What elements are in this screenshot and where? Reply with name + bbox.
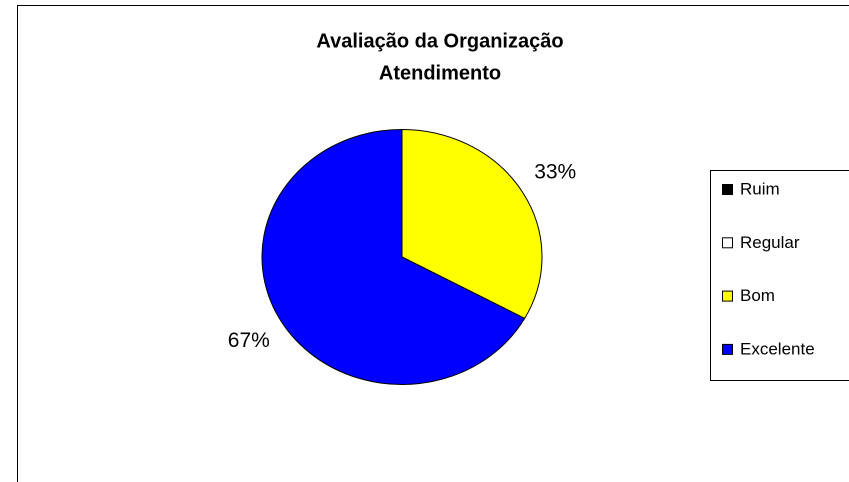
- data-label: 67%: [228, 329, 270, 352]
- chart-subtitle: Atendimento: [379, 62, 501, 84]
- data-label: 33%: [534, 160, 576, 183]
- legend-box: [710, 170, 849, 381]
- pie-slice: [261, 128, 526, 385]
- legend-swatch: [722, 290, 733, 302]
- pie-slice: [401, 128, 543, 320]
- chart-title: Avaliação da Organização: [316, 30, 563, 52]
- legend-label: Regular: [740, 233, 800, 252]
- legend-label: Ruim: [740, 179, 780, 198]
- legend-label: Excelente: [740, 339, 815, 358]
- legend-swatch: [722, 343, 733, 355]
- legend-swatch: [722, 184, 733, 195]
- legend-label: Bom: [740, 286, 775, 305]
- legend-swatch: [722, 237, 733, 249]
